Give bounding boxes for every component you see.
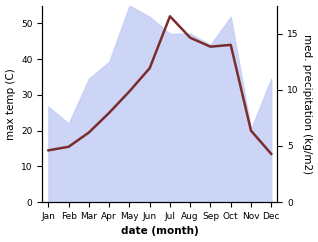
Y-axis label: med. precipitation (kg/m2): med. precipitation (kg/m2) [302,34,313,174]
Y-axis label: max temp (C): max temp (C) [5,68,16,140]
X-axis label: date (month): date (month) [121,227,199,236]
